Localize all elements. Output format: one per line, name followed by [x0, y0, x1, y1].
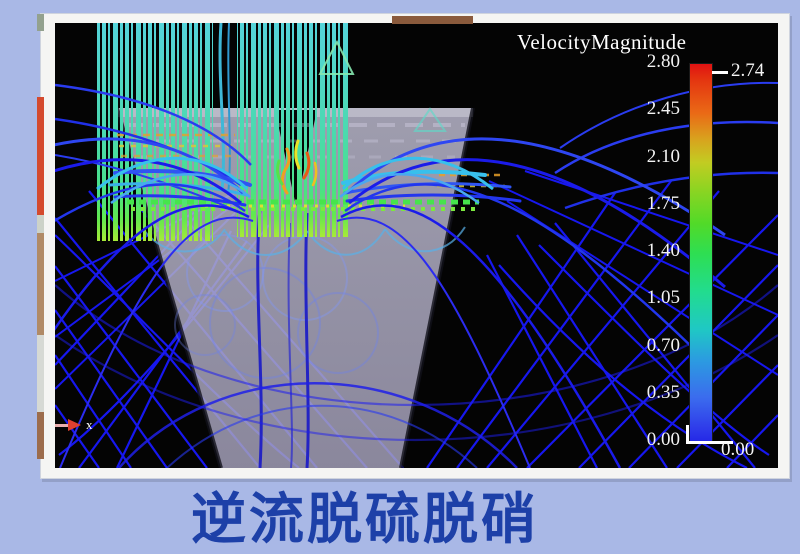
edge-sliver-1	[37, 14, 44, 31]
colorbar-tick-label: 2.10	[646, 146, 680, 167]
colorbar-tick-label: 2.45	[646, 98, 680, 119]
axis-triad: x	[55, 415, 115, 437]
slide-caption: 逆流脱硫脱硝	[190, 488, 539, 550]
x-axis-arrow-tail	[55, 424, 68, 427]
entering-arcs	[55, 81, 778, 212]
colorbar-tick-label: 0.35	[646, 382, 680, 403]
min-annotation-label: 0.00	[721, 439, 755, 460]
edge-sliver-2	[37, 97, 44, 215]
wide-bottom-arcs	[55, 284, 778, 468]
cfd-viewport: VelocityMagnitude 2.80 2.45 2.10 1.75 1.…	[55, 23, 778, 468]
x-axis-label: x	[86, 417, 93, 432]
colorbar-tick-label: 1.05	[646, 287, 680, 308]
colorbar-tick-label: 2.80	[646, 51, 680, 72]
edge-sliver-5	[37, 335, 44, 412]
slide: VelocityMagnitude 2.80 2.45 2.10 1.75 1.…	[37, 13, 790, 550]
streamline-net-right	[426, 170, 778, 468]
min-annotation-tick-v	[686, 425, 689, 443]
edge-sliver-3	[37, 215, 44, 233]
max-annotation-tick	[712, 71, 728, 74]
colorbar-tick-label: 0.70	[646, 335, 680, 356]
triangle-marker-right	[413, 107, 447, 132]
edge-sliver-6	[37, 412, 44, 459]
colorbar-tick-label: 1.75	[646, 193, 680, 214]
min-annotation-tick-h	[686, 441, 733, 444]
colorbar-tick-label: 0.00	[646, 429, 680, 450]
colorbar-tick-label: 1.40	[646, 240, 680, 261]
max-annotation-label: 2.74	[731, 60, 765, 81]
legend-title: VelocityMagnitude	[517, 30, 687, 54]
hot-core-squiggles	[276, 139, 318, 195]
edge-sliver-top	[392, 16, 473, 24]
edge-sliver-4	[37, 233, 44, 335]
inlet-jet-stripes	[95, 23, 350, 241]
fountain-arcs	[55, 137, 726, 468]
colorbar	[689, 63, 713, 444]
x-axis-arrow-icon	[68, 419, 81, 431]
triangle-marker-top	[318, 39, 355, 75]
